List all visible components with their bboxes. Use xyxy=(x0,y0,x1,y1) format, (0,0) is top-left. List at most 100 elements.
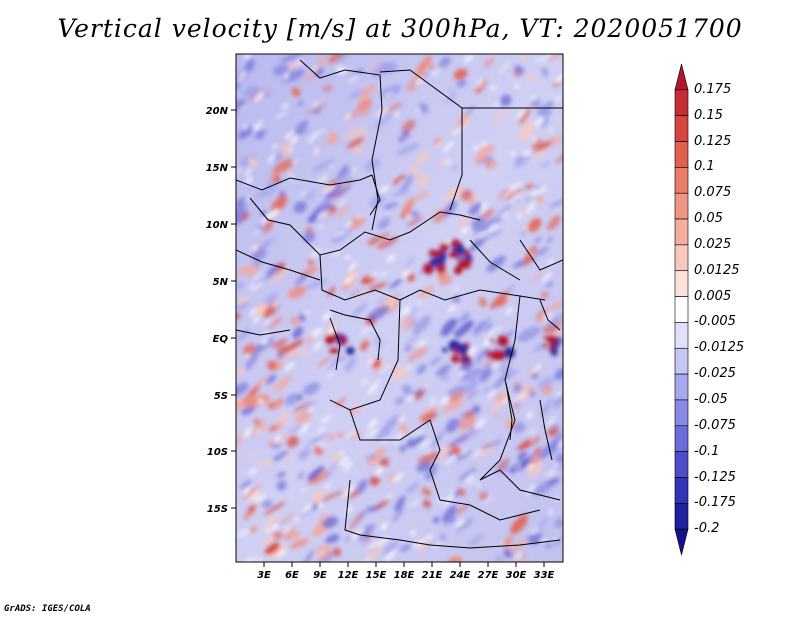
field-patch-neutral xyxy=(274,111,289,119)
field-patch-neutral xyxy=(368,418,378,430)
field-patch xyxy=(237,125,253,141)
field-patch-neutral xyxy=(265,528,272,533)
convective-cell xyxy=(454,243,466,256)
field-patch xyxy=(270,195,288,214)
field-patch-neutral xyxy=(472,449,481,459)
field-patch xyxy=(495,295,508,307)
field-patch xyxy=(545,313,563,331)
field-patch-neutral xyxy=(355,214,364,220)
field-patch-neutral xyxy=(307,134,317,144)
field-patch xyxy=(236,311,241,320)
field-patch-neutral xyxy=(401,270,412,279)
field-patch-neutral xyxy=(510,150,516,156)
field-patch-neutral xyxy=(381,523,389,531)
field-patch-neutral xyxy=(460,227,469,235)
field-patch-neutral xyxy=(541,310,554,319)
field-patch-neutral xyxy=(417,340,427,347)
field-patch-neutral xyxy=(401,136,407,140)
field-patch xyxy=(370,58,384,73)
field-patch xyxy=(332,547,342,557)
field-patch-neutral xyxy=(244,168,252,176)
field-patch-neutral xyxy=(312,100,320,109)
convective-cell xyxy=(457,343,469,355)
field-patch xyxy=(495,391,507,403)
field-patch xyxy=(292,401,312,413)
convective-cell xyxy=(462,355,469,363)
field-patch xyxy=(435,364,451,377)
field-patch-neutral xyxy=(526,201,536,214)
field-patch xyxy=(486,255,506,272)
lon-label: 15E xyxy=(366,570,387,581)
colorbar-label: -0.0125 xyxy=(694,340,745,356)
field-patch-neutral xyxy=(404,308,411,315)
field-patch-neutral xyxy=(410,529,416,536)
field-patch-neutral xyxy=(249,488,260,501)
convective-cell xyxy=(422,263,434,275)
field-patch xyxy=(307,259,314,266)
field-patch xyxy=(284,453,292,462)
field-patch xyxy=(301,67,320,85)
field-patch xyxy=(266,265,279,280)
field-patch-neutral xyxy=(463,241,471,249)
field-patch-neutral xyxy=(269,216,274,220)
field-patch xyxy=(292,531,301,543)
field-patch xyxy=(336,204,350,219)
field-patch xyxy=(271,338,288,348)
field-patch-neutral xyxy=(248,282,255,291)
field-patch-neutral xyxy=(378,363,392,373)
field-patch xyxy=(403,256,415,271)
field-patch xyxy=(433,517,440,523)
field-patch xyxy=(278,191,286,197)
field-patch xyxy=(304,190,316,202)
colorbar-swatch xyxy=(674,244,689,272)
field-patch-neutral xyxy=(245,176,253,185)
field-patch xyxy=(551,423,560,431)
field-patch xyxy=(236,382,249,398)
colorbar-label: 0.175 xyxy=(694,81,732,97)
field-patch-neutral xyxy=(489,162,494,167)
field-patch-neutral xyxy=(311,329,322,341)
lat-label: 10S xyxy=(207,447,228,458)
field-patch-neutral xyxy=(422,385,429,392)
field-patch xyxy=(303,549,315,562)
field-patch-neutral xyxy=(254,557,263,562)
field-patch xyxy=(376,237,398,250)
field-patch-neutral xyxy=(345,220,353,230)
field-patch xyxy=(323,461,338,482)
lat-label: EQ xyxy=(213,334,229,345)
convective-cell xyxy=(439,242,449,252)
field-patch xyxy=(531,138,543,153)
colorbar-label: 0.005 xyxy=(694,288,732,304)
field-patch-neutral xyxy=(463,55,474,63)
field-patch xyxy=(527,532,540,544)
field-patch xyxy=(267,267,290,283)
colorbar-swatch xyxy=(674,270,689,297)
field-patch xyxy=(472,405,481,414)
field-patch xyxy=(344,536,353,545)
field-patch xyxy=(405,481,420,493)
field-patch-neutral xyxy=(313,147,320,155)
field-patch-neutral xyxy=(311,129,326,137)
field-patch xyxy=(291,87,301,97)
colorbar-swatch xyxy=(674,296,689,323)
field-patch xyxy=(297,471,305,480)
field-patch xyxy=(277,512,296,527)
lon-label: 33E xyxy=(534,570,555,581)
field-patch xyxy=(449,517,455,524)
field-patch xyxy=(349,429,361,440)
field-patch xyxy=(243,394,252,401)
colorbar-swatch xyxy=(674,477,689,504)
field-patch-neutral xyxy=(477,78,484,87)
field-patch xyxy=(364,544,384,562)
velocity-field xyxy=(236,54,563,562)
field-patch xyxy=(483,387,490,393)
field-patch xyxy=(447,435,469,448)
field-patch xyxy=(454,503,470,515)
field-patch-neutral xyxy=(331,249,342,257)
field-patch xyxy=(448,391,464,403)
field-patch-neutral xyxy=(299,423,309,435)
field-patch xyxy=(503,537,513,546)
field-patch xyxy=(380,85,402,98)
field-patch xyxy=(460,189,473,201)
